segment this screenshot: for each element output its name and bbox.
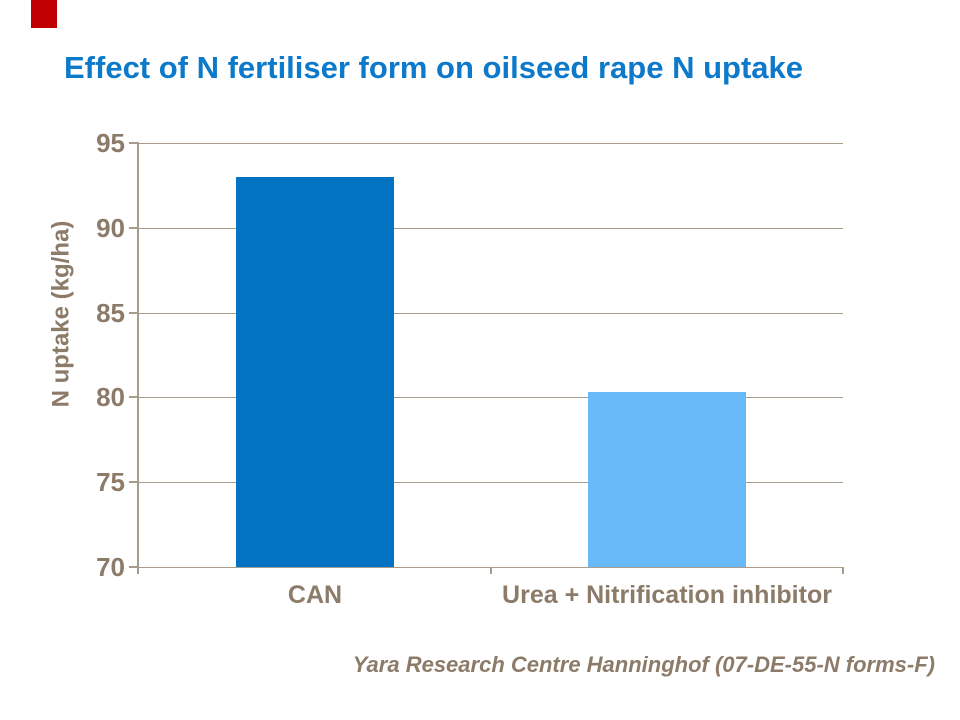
footer-caption: Yara Research Centre Hanninghof (07-DE-5…	[352, 652, 935, 677]
x-axis-end-tick	[490, 567, 492, 574]
y-tick-mark-90	[129, 226, 139, 229]
y-tick-mark-85	[129, 311, 139, 314]
y-tick-mark-75	[129, 481, 139, 484]
bar-urea-nitrification-inhibitor	[588, 392, 746, 567]
y-tick-label-95: 95	[96, 128, 125, 158]
gridline-85	[139, 312, 843, 314]
y-axis-tick-labels: 95 90 85 80 75 70	[58, 130, 125, 580]
gridline-95	[139, 143, 843, 144]
y-tick-mark-80	[129, 396, 139, 399]
accent-square	[31, 0, 57, 28]
x-axis-category-labels: CAN Urea + Nitrification inhibitor	[139, 581, 843, 613]
plot-area	[129, 142, 844, 574]
gridline-90	[139, 227, 843, 229]
x-category-label-urea-nitrification-inhibitor: Urea + Nitrification inhibitor	[502, 581, 832, 609]
y-tick-label-80: 80	[96, 382, 125, 413]
gridline-75	[139, 482, 843, 484]
y-tick-mark-95	[129, 142, 139, 144]
gridline-80	[139, 397, 843, 399]
y-tick-label-85: 85	[96, 297, 125, 328]
x-axis-end-tick	[842, 567, 844, 574]
y-axis-line	[137, 143, 139, 574]
slide-title: Effect of N fertiliser form on oilseed r…	[64, 50, 803, 85]
bar-can	[236, 176, 394, 567]
y-tick-mark-70	[129, 566, 139, 568]
x-category-label-can: CAN	[287, 581, 343, 609]
y-tick-label-90: 90	[96, 212, 125, 243]
y-tick-label-70: 70	[96, 552, 125, 582]
y-tick-label-75: 75	[96, 467, 125, 498]
